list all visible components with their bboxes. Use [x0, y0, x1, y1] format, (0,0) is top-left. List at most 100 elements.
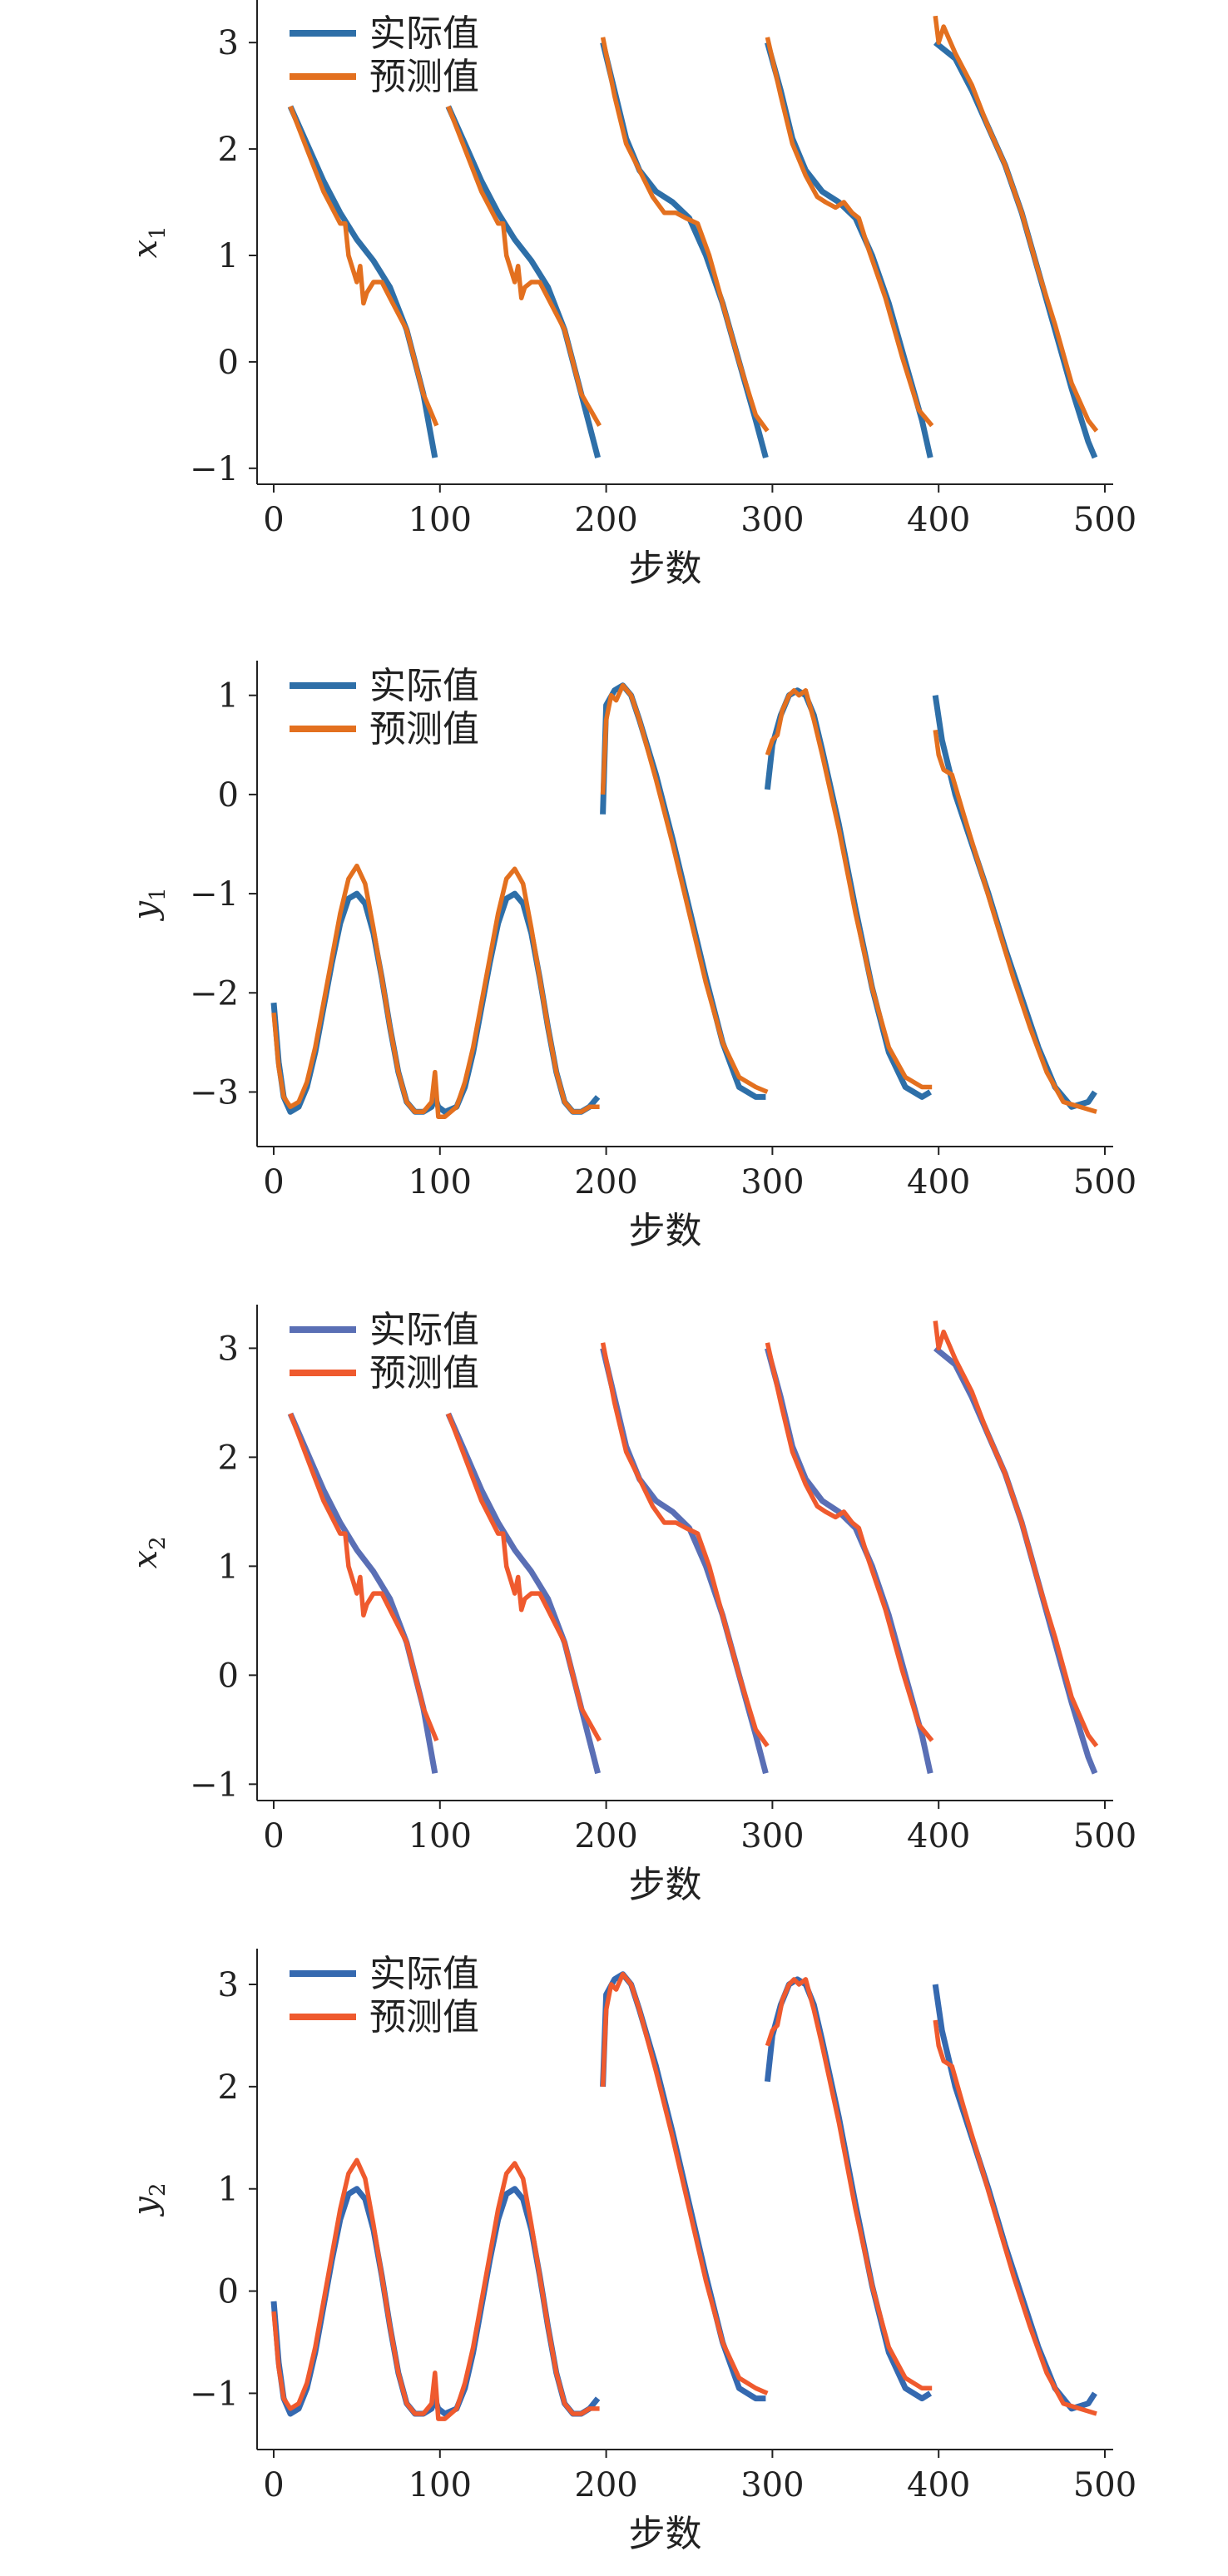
y-tick-label: −1 [190, 875, 239, 914]
series-line-predicted [933, 1320, 1099, 1748]
y-axis-label: y2 [126, 2182, 171, 2217]
x-tick-label: 0 [263, 501, 284, 539]
chart-panel-y1: 0 100 200 300 400 500 −3 −2 −1 0 1 步数 y1 实际值 预测值 [0, 644, 1228, 1288]
series-lines [270, 1971, 1097, 2421]
x-tick-label: 400 [907, 501, 970, 539]
series-line-predicted [765, 37, 934, 428]
x-tick-label: 100 [409, 2466, 472, 2504]
series-line-predicted [600, 1342, 770, 1748]
y-tick-label: −1 [190, 450, 239, 488]
x-tick-label: 300 [740, 1817, 804, 1855]
x-axis-label: 步数 [629, 1864, 702, 1906]
x-tick-label: 200 [574, 2466, 637, 2504]
y-axis-label: x1 [126, 225, 171, 258]
y-tick-label: 3 [218, 24, 239, 62]
series-line-predicted [271, 2157, 600, 2421]
chart-panel-x1: 0 100 200 300 400 500 −1 0 1 2 3 步数 x1 实际值 预测值 [0, 0, 1228, 644]
axes: 0 100 200 300 400 500 −1 0 1 2 3 步数 x2 [126, 1305, 1136, 1906]
series-line-actual [764, 1976, 933, 2402]
x-tick-label: 300 [740, 501, 804, 539]
y-tick-label: −1 [190, 2375, 239, 2413]
x-tick-label: 500 [1073, 2466, 1136, 2504]
series-line-predicted [765, 688, 933, 1090]
x-tick-label: 100 [409, 501, 472, 539]
series-line-predicted [600, 1971, 769, 2395]
series-lines [287, 15, 1099, 459]
series-line-predicted [446, 105, 602, 427]
x-tick-label: 300 [740, 2466, 804, 2504]
series-lines [287, 1320, 1099, 1775]
x-axis-label: 步数 [629, 2513, 702, 2555]
series-line-actual [600, 1347, 769, 1775]
x-tick-label: 200 [574, 1163, 637, 1201]
series-line-predicted [933, 2019, 1097, 2416]
series-lines [270, 682, 1097, 1119]
y-axis-label: x2 [126, 1536, 171, 1568]
y-tick-label: −1 [190, 1766, 239, 1804]
series-line-predicted [933, 730, 1097, 1114]
series-line-actual [600, 42, 769, 458]
y-axis-label: y1 [126, 887, 171, 921]
series-line-actual [932, 695, 1097, 1110]
series-line-actual [933, 40, 1098, 459]
y-tick-label: 3 [218, 1966, 239, 2004]
legend-label-actual: 实际值 [369, 12, 479, 55]
x-tick-label: 400 [907, 1817, 970, 1855]
legend-label-actual: 实际值 [369, 665, 479, 707]
x-tick-label: 100 [409, 1163, 472, 1201]
x-tick-label: 500 [1073, 1163, 1136, 1201]
axes: 0 100 200 300 400 500 −1 0 1 2 3 步数 x1 [126, 0, 1136, 590]
x-tick-label: 0 [263, 2466, 284, 2504]
x-tick-label: 400 [907, 1163, 970, 1201]
series-line-actual [765, 1347, 933, 1775]
series-line-actual [764, 687, 933, 1100]
x-tick-label: 500 [1073, 501, 1136, 539]
series-line-predicted [765, 1342, 934, 1742]
series-line-actual [933, 1345, 1098, 1775]
axes: 0 100 200 300 400 500 −3 −2 −1 0 1 步数 y1 [126, 661, 1136, 1252]
y-tick-label: 0 [218, 776, 239, 815]
x-tick-label: 500 [1073, 1817, 1136, 1855]
y-tick-label: 0 [218, 344, 239, 382]
series-line-predicted [446, 1413, 602, 1742]
axes: 0 100 200 300 400 500 −1 0 1 2 3 步数 y2 [126, 1949, 1136, 2555]
legend-label-predicted: 预测值 [369, 56, 479, 98]
legend-label-actual: 实际值 [369, 1953, 479, 1995]
series-line-predicted [933, 15, 1099, 433]
y-tick-label: 2 [218, 131, 239, 169]
x-tick-label: 300 [740, 1163, 804, 1201]
y-tick-label: 2 [218, 2068, 239, 2107]
chart-panel-y2: 0 100 200 300 400 500 −1 0 1 2 3 步数 y2 实际值 预测值 [0, 1932, 1228, 2576]
legend-label-actual: 实际值 [369, 1309, 479, 1351]
y-tick-label: −3 [190, 1073, 239, 1112]
series-line-actual [765, 42, 933, 458]
legend-label-predicted: 预测值 [369, 1352, 479, 1395]
series-line-predicted [288, 1413, 439, 1742]
x-tick-label: 200 [574, 501, 637, 539]
y-tick-label: 1 [218, 2171, 239, 2209]
series-line-predicted [765, 1977, 933, 2391]
y-tick-label: −2 [190, 974, 239, 1013]
y-tick-label: 0 [218, 1657, 239, 1695]
x-tick-label: 100 [409, 1817, 472, 1855]
legend-label-predicted: 预测值 [369, 708, 479, 751]
series-line-predicted [271, 863, 600, 1119]
y-tick-label: 3 [218, 1330, 239, 1368]
y-tick-label: 0 [218, 2273, 239, 2311]
x-tick-label: 0 [263, 1817, 284, 1855]
x-tick-label: 0 [263, 1163, 284, 1201]
x-tick-label: 400 [907, 2466, 970, 2504]
series-line-predicted [600, 37, 770, 433]
y-tick-label: 1 [218, 237, 239, 275]
y-tick-label: 2 [218, 1439, 239, 1477]
x-axis-label: 步数 [629, 1210, 702, 1252]
